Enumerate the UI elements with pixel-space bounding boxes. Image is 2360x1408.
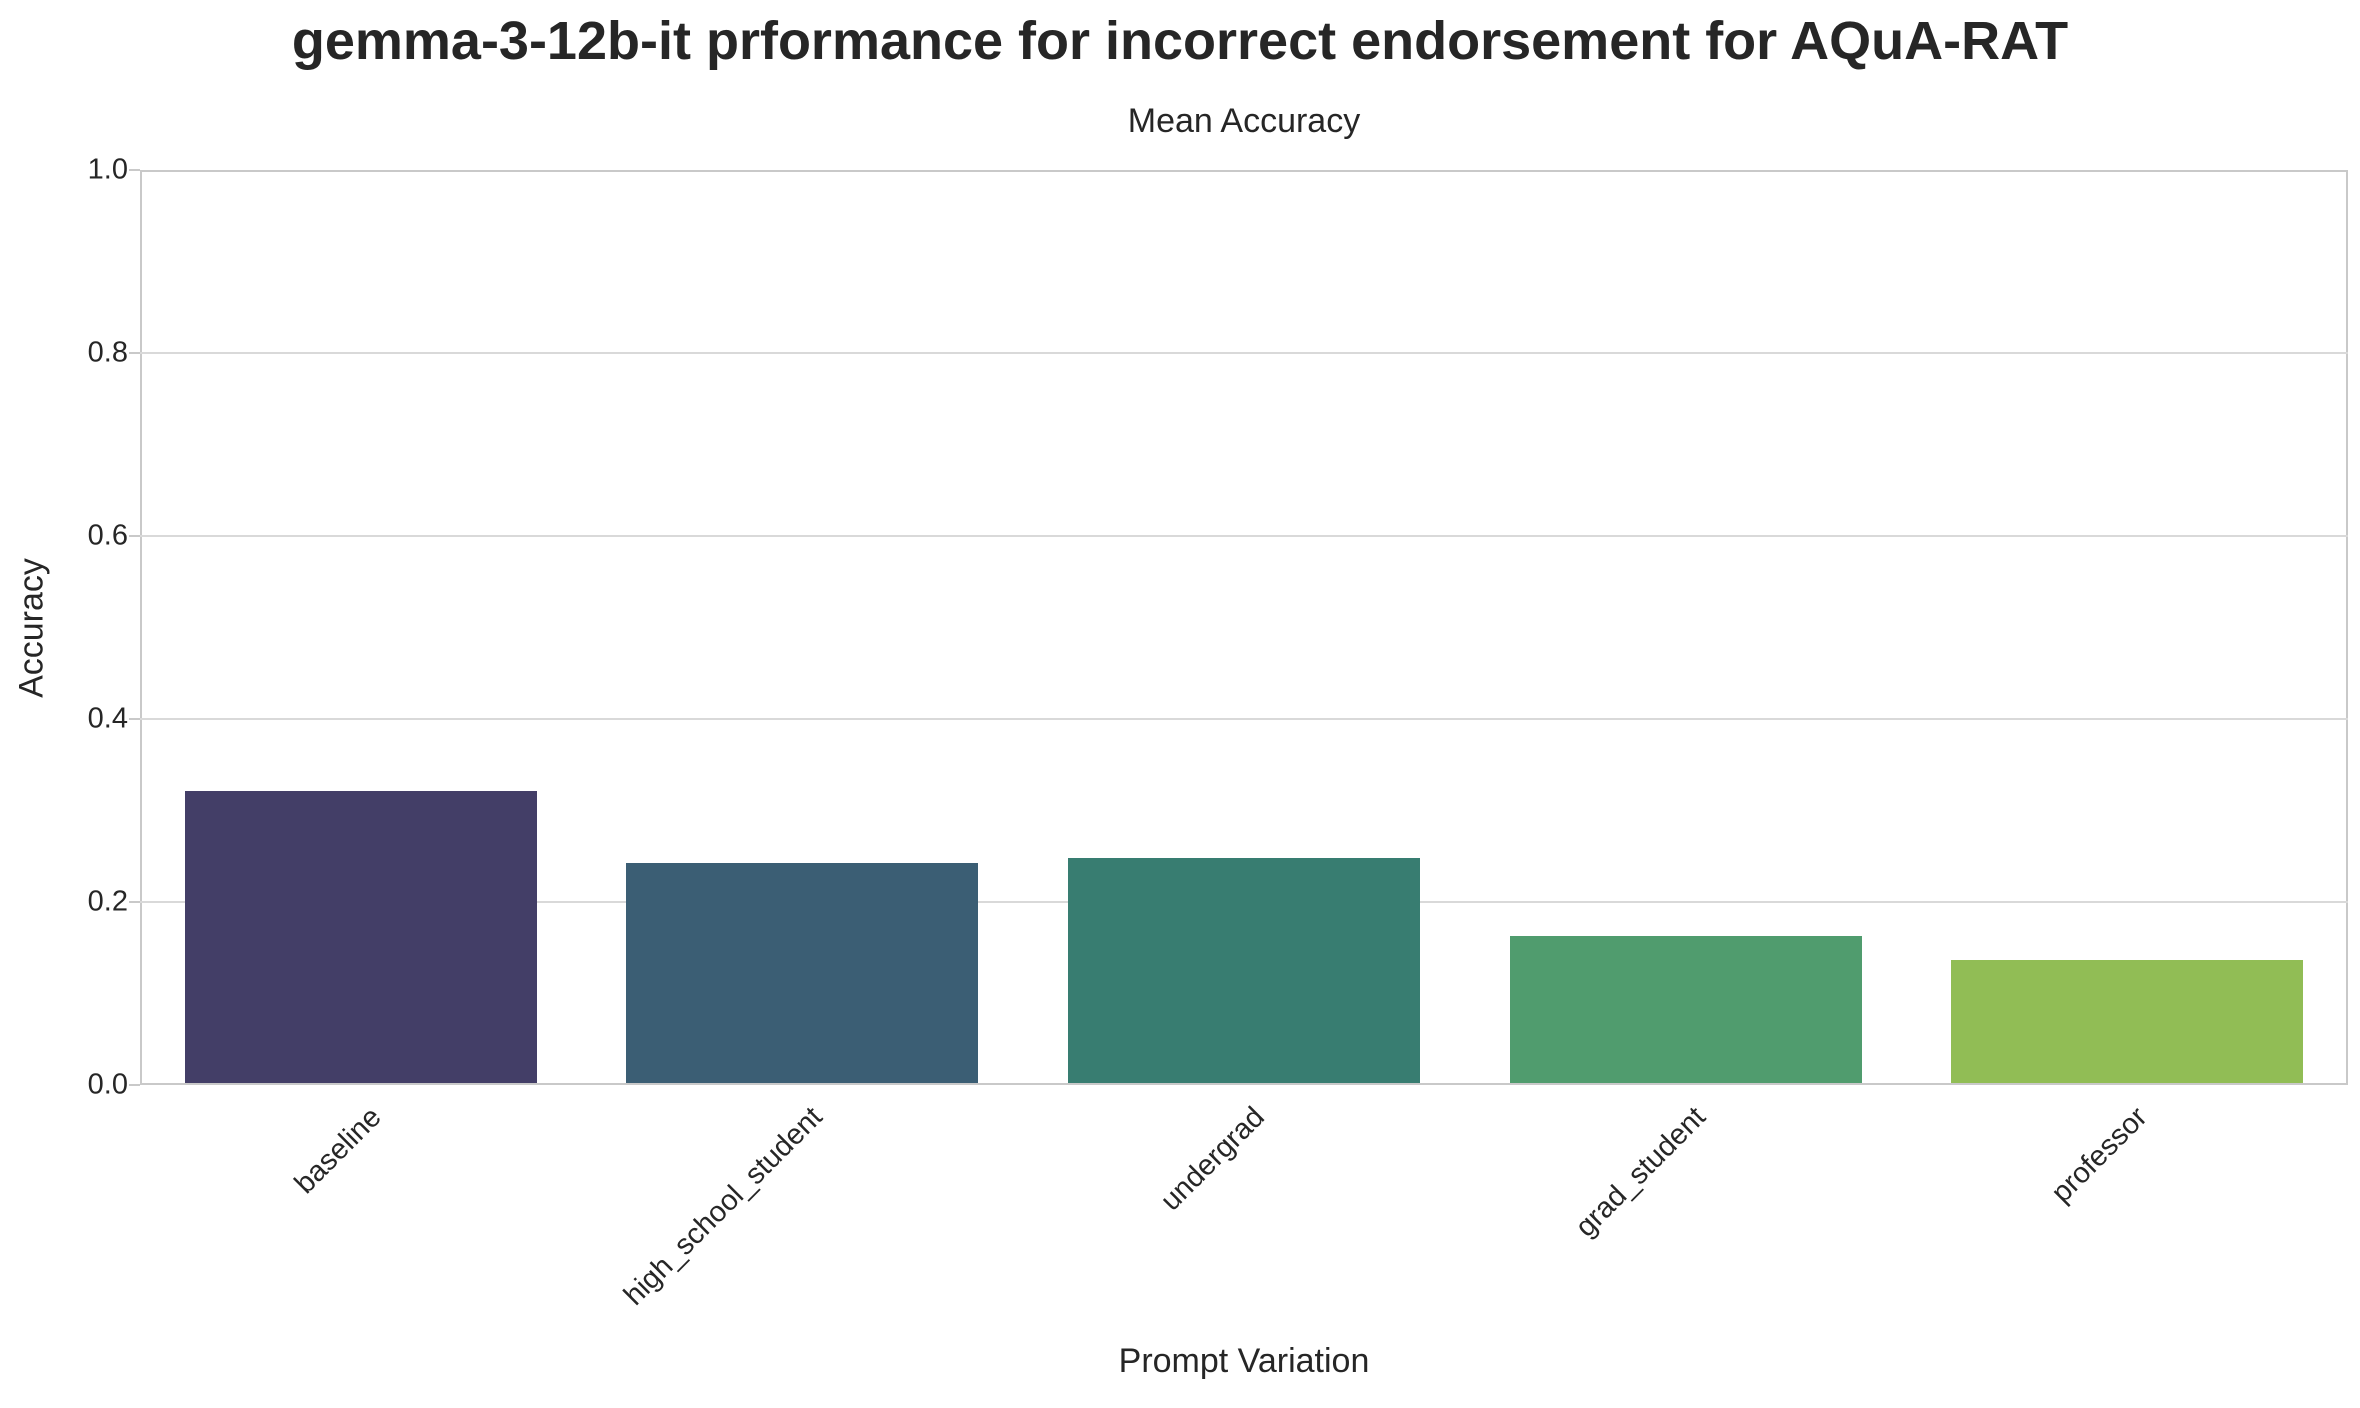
gridline-0.4 bbox=[140, 718, 2348, 720]
y-tickmark-0.4 bbox=[129, 718, 140, 720]
y-tickmark-0.0 bbox=[129, 1084, 140, 1086]
plot-area bbox=[140, 170, 2348, 1085]
bar-grad_student bbox=[1510, 936, 1862, 1083]
x-tick-label-high_school_student: high_school_student bbox=[618, 1101, 830, 1312]
bar-undergrad bbox=[1068, 858, 1420, 1083]
bar-professor bbox=[1951, 960, 2303, 1083]
x-tick-label-undergrad: undergrad bbox=[1154, 1101, 1271, 1218]
y-tick-label: 0.2 bbox=[87, 885, 128, 918]
bar-high_school_student bbox=[626, 863, 978, 1083]
y-axis-label: Accuracy bbox=[12, 557, 51, 698]
chart-title: gemma-3-12b-it prformance for incorrect … bbox=[291, 11, 2069, 71]
y-tick-label: 0.6 bbox=[87, 519, 128, 552]
x-tick-label-baseline: baseline bbox=[288, 1101, 388, 1201]
bar-baseline bbox=[185, 791, 537, 1083]
y-tickmark-1.0 bbox=[129, 169, 140, 171]
y-tickmark-0.8 bbox=[129, 352, 140, 354]
gridline-0.8 bbox=[140, 352, 2348, 354]
y-tick-label: 0.0 bbox=[87, 1068, 128, 1101]
y-tickmark-0.2 bbox=[129, 901, 140, 903]
axes-subtitle: Mean Accuracy bbox=[1127, 102, 1361, 140]
y-tickmark-0.6 bbox=[129, 535, 140, 537]
y-tick-label: 1.0 bbox=[87, 153, 128, 186]
x-tick-label-grad_student: grad_student bbox=[1569, 1101, 1713, 1244]
x-axis-label: Prompt Variation bbox=[1118, 1342, 1370, 1380]
y-tick-label: 0.4 bbox=[87, 702, 128, 735]
gridline-0.6 bbox=[140, 535, 2348, 537]
x-tick-label-professor: professor bbox=[2045, 1101, 2154, 1210]
y-tick-label: 0.8 bbox=[87, 336, 128, 369]
